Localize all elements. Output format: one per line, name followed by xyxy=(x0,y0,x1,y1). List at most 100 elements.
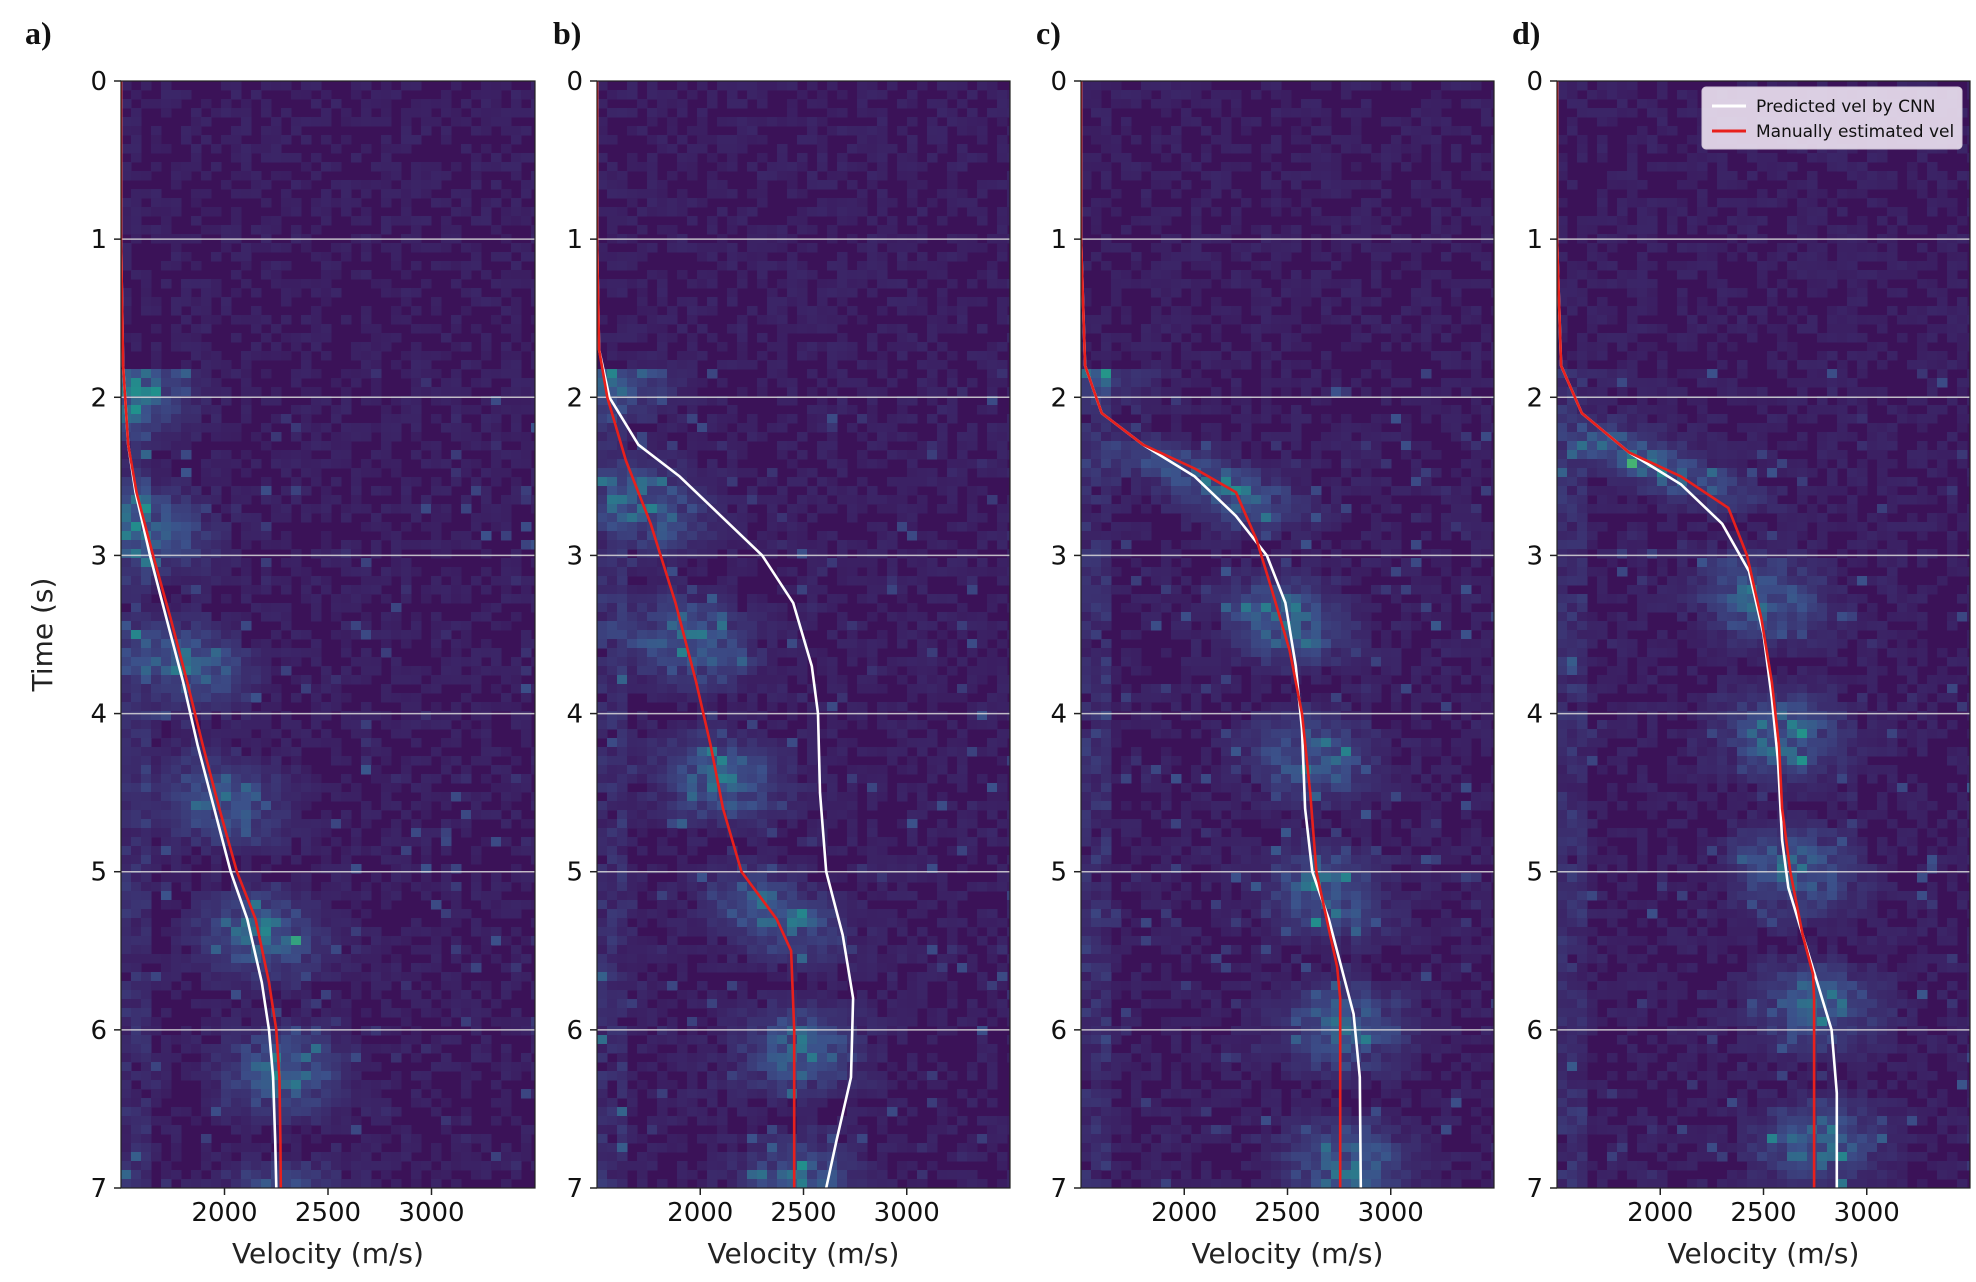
heatmap-cell xyxy=(957,99,968,109)
heatmap-cell xyxy=(321,1008,332,1018)
heatmap-cell xyxy=(151,1116,162,1126)
heatmap-cell xyxy=(141,450,152,460)
heatmap-cell xyxy=(271,126,282,136)
heatmap-cell xyxy=(251,882,262,892)
heatmap-cell xyxy=(341,558,352,568)
heatmap-cell xyxy=(461,819,472,829)
heatmap-cell xyxy=(717,540,728,550)
heatmap-cell xyxy=(481,810,492,820)
heatmap-cell xyxy=(707,216,718,226)
heatmap-cell xyxy=(301,405,312,415)
heatmap-cell xyxy=(997,702,1008,712)
heatmap-cell xyxy=(647,531,658,541)
heatmap-cell xyxy=(121,252,132,262)
heatmap-cell xyxy=(121,477,132,487)
heatmap-cell xyxy=(451,864,462,874)
heatmap-cell xyxy=(121,639,132,649)
heatmap-cell xyxy=(987,423,998,433)
heatmap-cell xyxy=(807,558,818,568)
heatmap-cell xyxy=(351,594,362,604)
heatmap-cell xyxy=(391,657,402,667)
heatmap-cell xyxy=(161,1071,172,1081)
heatmap-cell xyxy=(481,351,492,361)
heatmap-cell xyxy=(531,1089,535,1099)
heatmap-cell xyxy=(311,576,322,586)
heatmap-cell xyxy=(321,207,332,217)
heatmap-cell xyxy=(957,144,968,154)
heatmap-cell xyxy=(401,693,412,703)
heatmap-cell xyxy=(827,675,838,685)
heatmap-cell xyxy=(747,261,758,271)
heatmap-cell xyxy=(777,243,788,253)
heatmap-cell xyxy=(121,171,132,181)
heatmap-cell xyxy=(261,801,272,811)
heatmap-cell xyxy=(697,243,708,253)
heatmap-cell xyxy=(381,423,392,433)
heatmap-cell xyxy=(597,126,608,136)
heatmap-cell xyxy=(767,477,778,487)
heatmap-cell xyxy=(757,117,768,127)
heatmap-cell xyxy=(501,900,512,910)
heatmap-cell xyxy=(151,342,162,352)
heatmap-cell xyxy=(997,576,1008,586)
heatmap-cell xyxy=(757,135,768,145)
heatmap-cell xyxy=(877,495,888,505)
heatmap-cell xyxy=(131,405,142,415)
heatmap-cell xyxy=(431,261,442,271)
heatmap-cell xyxy=(501,342,512,352)
heatmap-cell xyxy=(607,369,618,379)
heatmap-cell xyxy=(877,702,888,712)
heatmap-cell xyxy=(381,459,392,469)
heatmap-cell xyxy=(657,432,668,442)
heatmap-cell xyxy=(947,207,958,217)
heatmap-cell xyxy=(667,369,678,379)
heatmap-cell xyxy=(667,648,678,658)
heatmap-cell xyxy=(707,225,718,235)
heatmap-cell xyxy=(401,297,412,307)
heatmap-cell xyxy=(181,828,192,838)
heatmap-cell xyxy=(311,639,322,649)
heatmap-cell xyxy=(411,693,422,703)
heatmap-cell xyxy=(231,1053,242,1063)
heatmap-cell xyxy=(321,1125,332,1135)
heatmap-cell xyxy=(131,1035,142,1045)
heatmap-cell xyxy=(1007,216,1010,226)
heatmap-cell xyxy=(501,1143,512,1153)
heatmap-cell xyxy=(461,189,472,199)
heatmap-cell xyxy=(321,954,332,964)
heatmap-cell xyxy=(431,954,442,964)
heatmap-cell xyxy=(857,270,868,280)
heatmap-cell xyxy=(411,540,422,550)
heatmap-cell xyxy=(171,1134,182,1144)
heatmap-cell xyxy=(121,801,132,811)
heatmap-cell xyxy=(727,711,738,721)
heatmap-cell xyxy=(231,288,242,298)
heatmap-cell xyxy=(411,225,422,235)
heatmap-cell xyxy=(221,693,232,703)
heatmap-cell xyxy=(647,90,658,100)
heatmap-cell xyxy=(131,801,142,811)
heatmap-cell xyxy=(181,747,192,757)
heatmap-cell xyxy=(997,153,1008,163)
heatmap-cell xyxy=(221,576,232,586)
heatmap-cell xyxy=(191,792,202,802)
heatmap-cell xyxy=(687,414,698,424)
heatmap-cell xyxy=(677,594,688,604)
heatmap-cell xyxy=(221,423,232,433)
heatmap-cell xyxy=(351,1044,362,1054)
heatmap-cell xyxy=(311,333,322,343)
heatmap-cell xyxy=(597,675,608,685)
heatmap-cell xyxy=(747,612,758,622)
heatmap-cell xyxy=(211,486,222,496)
heatmap-cell xyxy=(351,783,362,793)
heatmap-cell xyxy=(161,774,172,784)
heatmap-cell xyxy=(687,495,698,505)
heatmap-cell xyxy=(917,630,928,640)
heatmap-cell xyxy=(261,864,272,874)
heatmap-cell xyxy=(827,315,838,325)
heatmap-cell xyxy=(161,873,172,883)
heatmap-cell xyxy=(281,936,292,946)
heatmap-cell xyxy=(231,909,242,919)
heatmap-cell xyxy=(997,135,1008,145)
heatmap-cell xyxy=(977,405,988,415)
